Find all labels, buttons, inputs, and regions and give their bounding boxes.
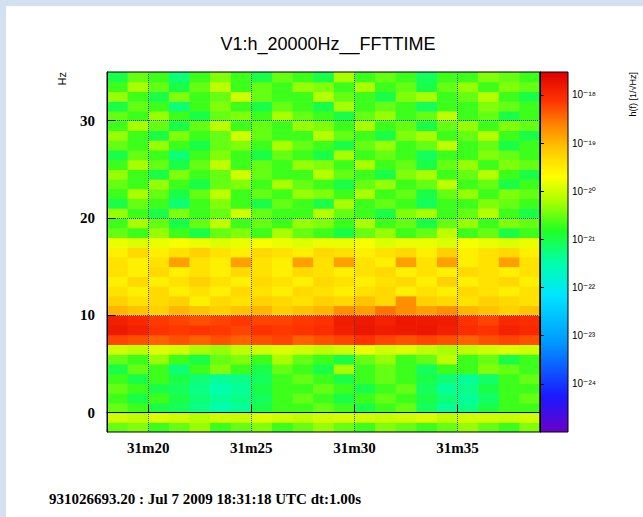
svg-text:10⁻²³: 10⁻²³	[572, 330, 596, 341]
svg-text:31m35: 31m35	[436, 440, 479, 456]
svg-text:10⁻²⁰: 10⁻²⁰	[572, 186, 596, 197]
svg-text:10⁻¹⁸: 10⁻¹⁸	[572, 89, 596, 100]
svg-text:30: 30	[80, 113, 95, 129]
svg-text:Hz: Hz	[56, 72, 68, 85]
svg-text:20: 20	[80, 210, 95, 226]
svg-text:10⁻²¹: 10⁻²¹	[572, 234, 596, 245]
svg-text:10⁻¹⁹: 10⁻¹⁹	[572, 138, 596, 149]
svg-text:h(f) [1/√Hz]: h(f) [1/√Hz]	[628, 72, 638, 116]
svg-text:31m25: 31m25	[230, 440, 273, 456]
svg-text:10⁻²²: 10⁻²²	[572, 282, 596, 293]
svg-text:10: 10	[80, 307, 95, 323]
svg-text:31m20: 31m20	[127, 440, 170, 456]
svg-text:V1:h_20000Hz__FFTTIME: V1:h_20000Hz__FFTTIME	[220, 34, 435, 55]
svg-text:31m30: 31m30	[333, 440, 376, 456]
svg-text:0: 0	[88, 405, 96, 421]
svg-text:931026693.20 : Jul 7 2009 18:3: 931026693.20 : Jul 7 2009 18:31:18 UTC d…	[49, 491, 361, 507]
svg-text:10⁻²⁴: 10⁻²⁴	[572, 378, 596, 389]
